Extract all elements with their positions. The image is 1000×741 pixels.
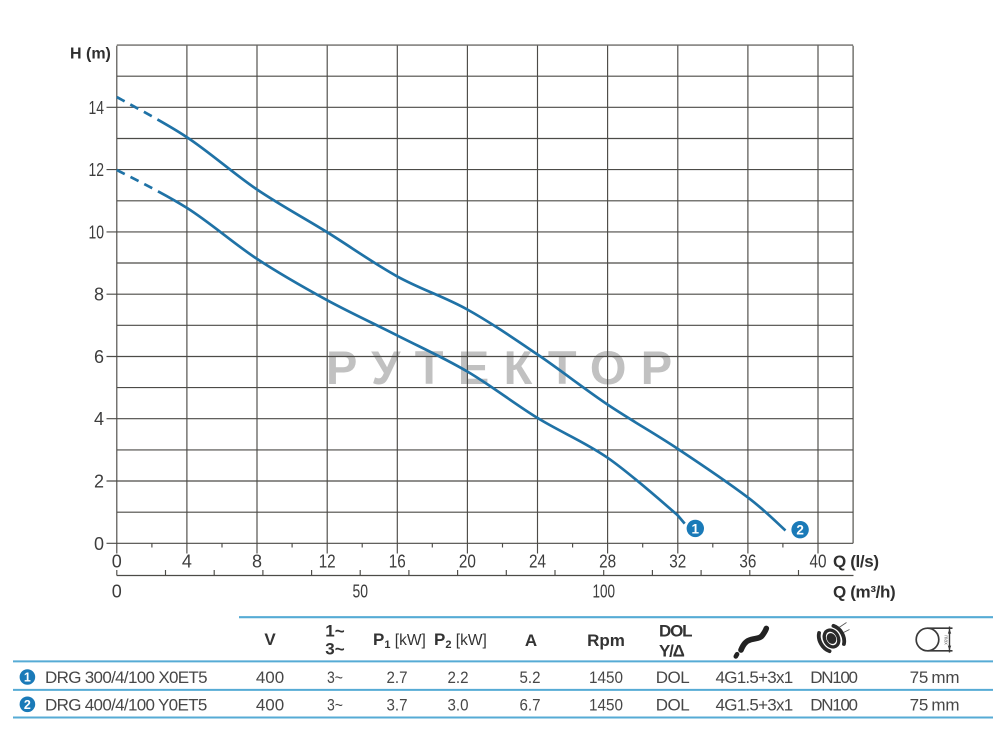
- svg-text:12: 12: [319, 552, 336, 572]
- svg-text:24: 24: [529, 552, 546, 572]
- svg-text:max: max: [943, 635, 949, 645]
- svg-text:16: 16: [389, 552, 406, 572]
- svg-text:H (m): H (m): [70, 46, 111, 63]
- svg-text:Q (m³/h): Q (m³/h): [833, 583, 895, 602]
- svg-text:20: 20: [459, 552, 476, 572]
- svg-text:2.7: 2.7: [387, 668, 408, 687]
- svg-text:40: 40: [810, 552, 827, 572]
- svg-text:100: 100: [593, 582, 616, 602]
- svg-text:36: 36: [739, 552, 756, 572]
- svg-text:РУТЕКТОР: РУТЕКТОР: [326, 341, 687, 394]
- svg-text:DRG 400/4/100 Y0ET5: DRG 400/4/100 Y0ET5: [45, 696, 207, 715]
- svg-text:DOL: DOL: [656, 668, 690, 687]
- svg-text:4G1.5+3x1: 4G1.5+3x1: [716, 696, 793, 715]
- svg-text:4G1.5+3x1: 4G1.5+3x1: [716, 668, 793, 687]
- svg-text:V: V: [264, 630, 276, 649]
- svg-text:DN100: DN100: [810, 696, 857, 715]
- svg-text:P2 [kW]: P2 [kW]: [434, 630, 487, 651]
- svg-text:DOL: DOL: [659, 622, 692, 641]
- svg-text:28: 28: [599, 552, 616, 572]
- svg-text:3~: 3~: [325, 640, 344, 659]
- svg-text:75 mm: 75 mm: [910, 696, 960, 715]
- svg-text:DN100: DN100: [810, 668, 857, 687]
- svg-text:1450: 1450: [589, 696, 623, 715]
- svg-text:2: 2: [796, 523, 804, 538]
- svg-text:400: 400: [256, 696, 284, 715]
- svg-text:1~: 1~: [325, 622, 344, 641]
- svg-text:4: 4: [94, 409, 104, 429]
- svg-text:400: 400: [256, 668, 284, 687]
- svg-text:6: 6: [94, 347, 104, 367]
- svg-text:Q (l/s): Q (l/s): [833, 552, 879, 571]
- svg-text:2.2: 2.2: [448, 668, 469, 687]
- svg-text:1: 1: [24, 671, 31, 685]
- svg-text:2: 2: [24, 698, 31, 712]
- svg-text:50: 50: [353, 582, 369, 602]
- svg-text:3~: 3~: [327, 668, 343, 687]
- svg-text:0: 0: [112, 582, 122, 602]
- svg-text:32: 32: [669, 552, 686, 572]
- svg-text:3~: 3~: [327, 696, 343, 715]
- svg-text:3.0: 3.0: [448, 696, 469, 715]
- svg-text:4: 4: [182, 552, 192, 572]
- svg-text:8: 8: [252, 552, 262, 572]
- svg-text:10: 10: [89, 222, 105, 242]
- svg-text:5.2: 5.2: [520, 668, 541, 687]
- svg-text:A: A: [525, 631, 537, 650]
- svg-text:2: 2: [94, 472, 104, 492]
- svg-text:1450: 1450: [589, 668, 623, 687]
- svg-text:Rpm: Rpm: [587, 631, 625, 650]
- svg-text:P1 [kW]: P1 [kW]: [373, 630, 426, 651]
- svg-text:75 mm: 75 mm: [910, 668, 960, 687]
- svg-text:DOL: DOL: [656, 696, 690, 715]
- svg-text:3.7: 3.7: [387, 696, 408, 715]
- svg-text:8: 8: [94, 285, 104, 305]
- svg-text:Y/Δ: Y/Δ: [659, 642, 685, 661]
- svg-text:6.7: 6.7: [520, 696, 541, 715]
- svg-text:14: 14: [89, 98, 105, 118]
- svg-text:12: 12: [89, 160, 105, 180]
- svg-text:DRG 300/4/100 X0ET5: DRG 300/4/100 X0ET5: [45, 668, 207, 687]
- svg-text:1: 1: [692, 521, 700, 536]
- svg-text:0: 0: [94, 534, 104, 554]
- svg-text:0: 0: [112, 552, 122, 572]
